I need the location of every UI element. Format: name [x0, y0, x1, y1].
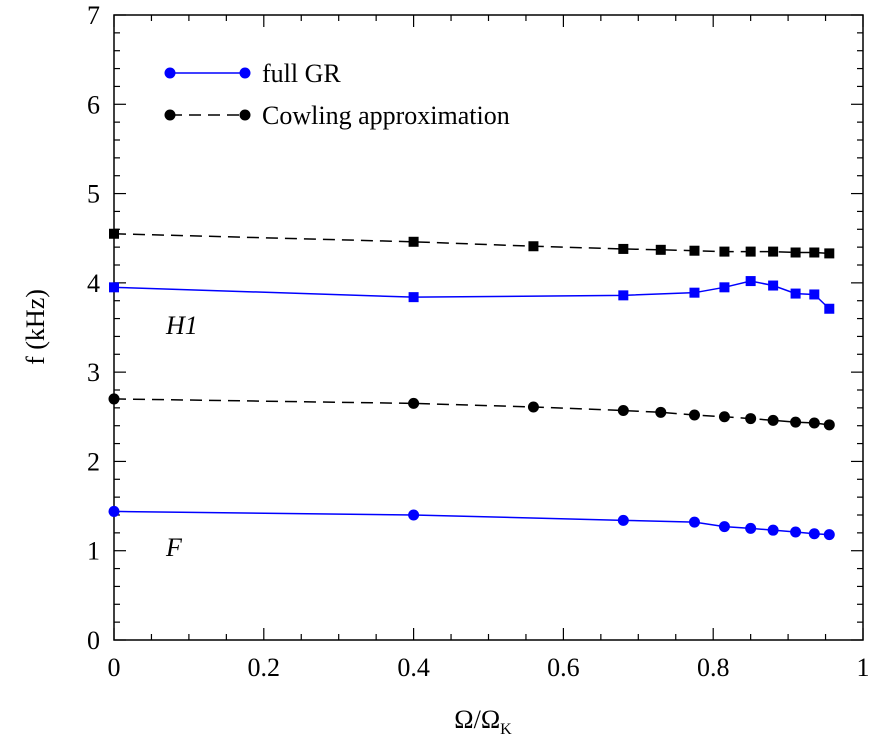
data-point-square — [824, 303, 835, 314]
x-tick-label: 1 — [857, 653, 870, 682]
data-point-square — [768, 246, 779, 257]
data-point-square — [408, 292, 419, 303]
data-point-square — [655, 244, 666, 255]
data-point-circle — [108, 505, 120, 517]
data-point-circle — [823, 419, 835, 431]
data-point-square — [408, 236, 419, 247]
data-point-square — [109, 228, 119, 239]
annotation-h1: H1 — [165, 311, 198, 340]
y-tick-label: 1 — [87, 537, 100, 566]
x-tick-label: 0.8 — [697, 653, 730, 682]
legend: full GR Cowling approximation — [164, 59, 510, 130]
y-tick-label: 2 — [87, 447, 100, 476]
data-point-square — [824, 248, 835, 259]
data-point-square — [809, 289, 820, 300]
data-point-circle — [808, 417, 820, 429]
data-point-circle — [745, 413, 757, 425]
data-point-circle — [790, 416, 802, 428]
y-tick-label: 0 — [87, 626, 100, 655]
data-point-square — [719, 282, 730, 293]
legend-marker-cowling-left — [164, 109, 176, 121]
legend-label-cowling: Cowling approximation — [262, 101, 510, 130]
data-point-circle — [688, 409, 700, 421]
data-point-circle — [527, 401, 539, 413]
y-tick-label: 3 — [87, 358, 100, 387]
x-tick-label: 0.6 — [547, 653, 580, 682]
data-point-square — [809, 247, 820, 258]
data-point-circle — [767, 524, 779, 536]
data-point-circle — [823, 529, 835, 541]
x-axis-title: Ω/ΩK — [454, 705, 512, 738]
x-tick-label: 0.4 — [397, 653, 430, 682]
data-point-square — [768, 280, 779, 291]
data-point-circle — [617, 514, 629, 526]
data-point-circle — [808, 528, 820, 540]
x-axis-title-subscript: K — [500, 721, 512, 738]
data-point-square — [689, 245, 700, 256]
y-tick-label: 5 — [87, 180, 100, 209]
data-point-circle — [617, 405, 629, 417]
x-tick-label: 0 — [108, 653, 121, 682]
legend-marker-full-gr-left — [164, 67, 176, 79]
data-point-circle — [718, 521, 730, 533]
series-line-h1-full-gr — [113, 280, 830, 310]
data-point-circle — [655, 406, 667, 418]
y-tick-label: 6 — [87, 90, 100, 119]
data-point-square — [790, 247, 801, 258]
data-point-square — [618, 243, 629, 254]
data-point-circle — [718, 411, 730, 423]
data-point-square — [719, 246, 730, 257]
data-point-square — [745, 246, 756, 257]
y-tick-label: 4 — [87, 269, 100, 298]
series-layer — [108, 228, 835, 541]
x-tick-label: 0.2 — [248, 653, 281, 682]
data-point-circle — [767, 414, 779, 426]
data-point-circle — [745, 522, 757, 534]
legend-marker-full-gr-right — [239, 67, 251, 79]
data-point-square — [790, 288, 801, 299]
legend-label-full-gr: full GR — [262, 59, 341, 88]
y-axis-title: f (kHz) — [21, 289, 50, 365]
data-point-square — [745, 276, 756, 287]
data-point-circle — [790, 526, 802, 538]
data-point-circle — [688, 516, 700, 528]
data-point-square — [618, 290, 629, 301]
data-point-circle — [408, 509, 420, 521]
data-point-square — [689, 287, 700, 298]
data-point-circle — [108, 393, 120, 405]
data-point-circle — [408, 397, 420, 409]
tick-labels: 0 0.2 0.4 0.6 0.8 1 0 1 2 3 4 5 6 7 — [87, 1, 870, 682]
annotation-f: F — [165, 533, 183, 562]
data-point-square — [109, 282, 119, 293]
data-point-square — [528, 241, 539, 252]
legend-marker-cowling-right — [239, 109, 251, 121]
series-line-f-full-gr — [113, 510, 830, 536]
y-tick-label: 7 — [87, 1, 100, 30]
